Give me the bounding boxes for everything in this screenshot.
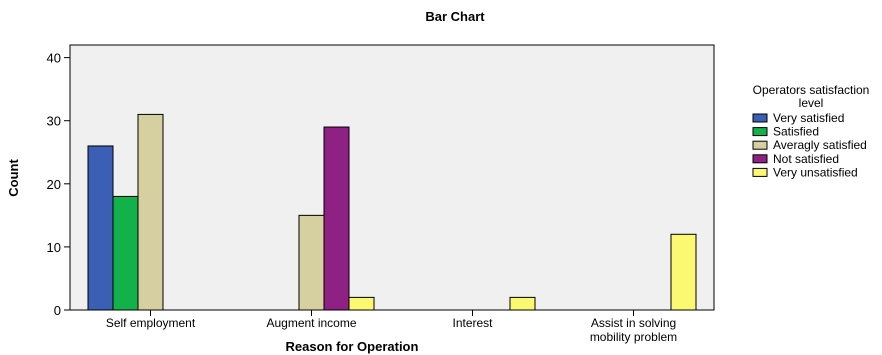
- y-tick-label: 10: [47, 240, 61, 255]
- y-axis-title: Count: [6, 159, 21, 197]
- x-axis-title: Reason for Operation: [286, 339, 419, 354]
- legend-swatch: [752, 127, 768, 137]
- x-tick-label: Interest: [452, 316, 493, 330]
- bar: [323, 126, 350, 311]
- y-tick-label: 30: [47, 114, 61, 129]
- x-tick-label: mobility problem: [590, 330, 677, 344]
- chart-title: Bar Chart: [425, 9, 485, 24]
- bar: [87, 145, 114, 311]
- legend-label: Not satisfied: [773, 152, 839, 166]
- legend-title: Operators satisfaction: [753, 83, 870, 97]
- y-tick-label: 20: [47, 177, 61, 192]
- legend-label: Averagly satisfied: [773, 138, 867, 152]
- x-axis: Self employment Augment income Interest Ass…: [106, 310, 677, 344]
- plot-area: [69, 44, 715, 311]
- y-tick-label: 40: [47, 51, 61, 66]
- x-tick-label: Assist in solving: [591, 316, 676, 330]
- bar: [509, 296, 536, 311]
- bar: [348, 296, 375, 311]
- y-tick-label: 0: [54, 303, 61, 318]
- y-axis: 0 10 20 30 40: [47, 51, 70, 318]
- legend-label: Very satisfied: [773, 111, 844, 125]
- legend-swatch: [752, 167, 768, 177]
- legend-swatch: [752, 140, 768, 150]
- bar: [670, 233, 697, 311]
- legend-title: level: [799, 96, 824, 110]
- legend-label: Satisfied: [773, 125, 819, 139]
- bar: [112, 195, 139, 311]
- bars: [87, 113, 697, 311]
- bar: [298, 214, 325, 311]
- x-tick-label: Augment income: [266, 316, 356, 330]
- legend-label: Very unsatisfied: [773, 165, 858, 179]
- legend-swatch: [752, 113, 768, 123]
- x-tick-label: Self employment: [106, 316, 196, 330]
- legend-swatch: [752, 154, 768, 164]
- bar: [137, 113, 164, 311]
